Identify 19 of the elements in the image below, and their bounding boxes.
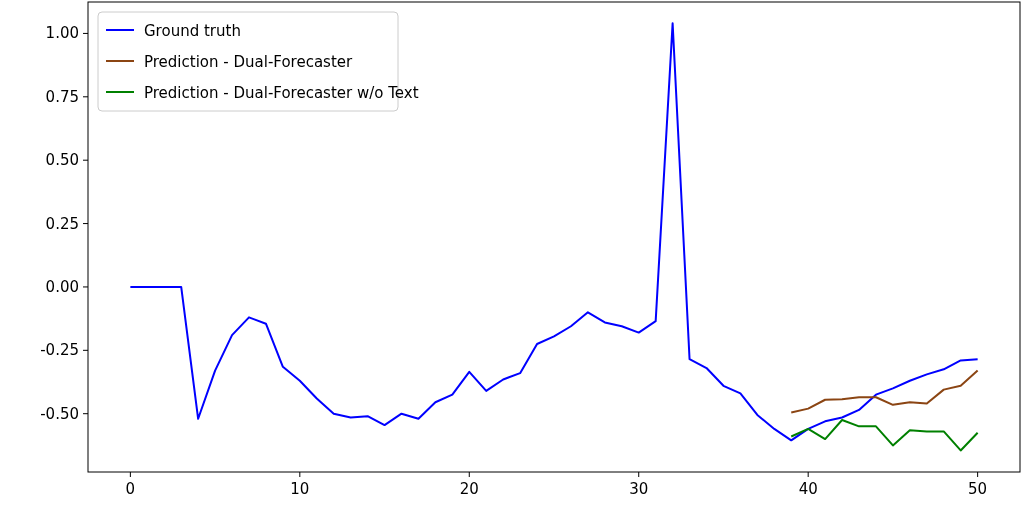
y-tick-label: -0.25 bbox=[40, 341, 79, 360]
line-series bbox=[129, 22, 979, 442]
y-tick-label: 0.75 bbox=[45, 87, 79, 106]
y-tick-label: 1.00 bbox=[45, 24, 79, 43]
x-tick-label: 10 bbox=[290, 480, 310, 498]
line-series bbox=[790, 369, 979, 414]
x-tick-label: 50 bbox=[968, 480, 988, 498]
x-tick-label: 0 bbox=[125, 480, 136, 498]
x-tick-label: 40 bbox=[798, 480, 818, 498]
y-tick-label: 0.00 bbox=[45, 277, 79, 296]
legend-label: Ground truth bbox=[144, 22, 241, 40]
legend-label: Prediction - Dual-Forecaster bbox=[144, 53, 353, 71]
x-tick-label: 30 bbox=[629, 480, 649, 498]
y-tick-label: 0.50 bbox=[45, 151, 79, 170]
line-series bbox=[790, 419, 979, 452]
legend-label: Prediction - Dual-Forecaster w/o Text bbox=[144, 84, 419, 102]
y-tick-label: -0.50 bbox=[40, 404, 79, 423]
y-tick-label: 0.25 bbox=[45, 214, 79, 233]
x-tick-label: 20 bbox=[459, 480, 479, 498]
